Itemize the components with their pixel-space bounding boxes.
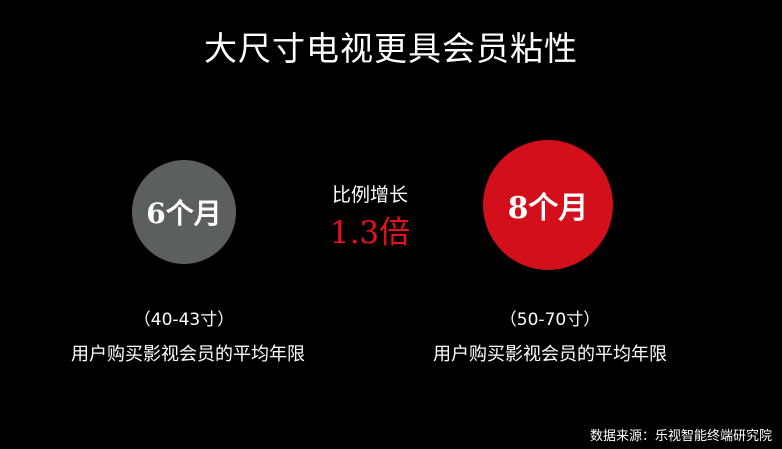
page-title: 大尺寸电视更具会员粘性 [204, 29, 578, 68]
data-source: 数据来源：乐视智能终端研究院 [589, 429, 772, 444]
left-desc: 用户购买影视会员的平均年限 [71, 344, 305, 365]
right-desc: 用户购买影视会员的平均年限 [433, 344, 667, 365]
ratio-label: 比例增长 [331, 184, 408, 206]
left-size: （40-43寸） [133, 310, 235, 330]
right-circle: 8个月 [483, 140, 613, 270]
left-value: 6个月 [146, 197, 222, 230]
left-circle: 6个月 [132, 160, 236, 264]
ratio-value: 1.3倍 [329, 215, 411, 251]
right-size: （50-70寸） [499, 310, 601, 330]
right-value: 8个月 [507, 191, 589, 226]
